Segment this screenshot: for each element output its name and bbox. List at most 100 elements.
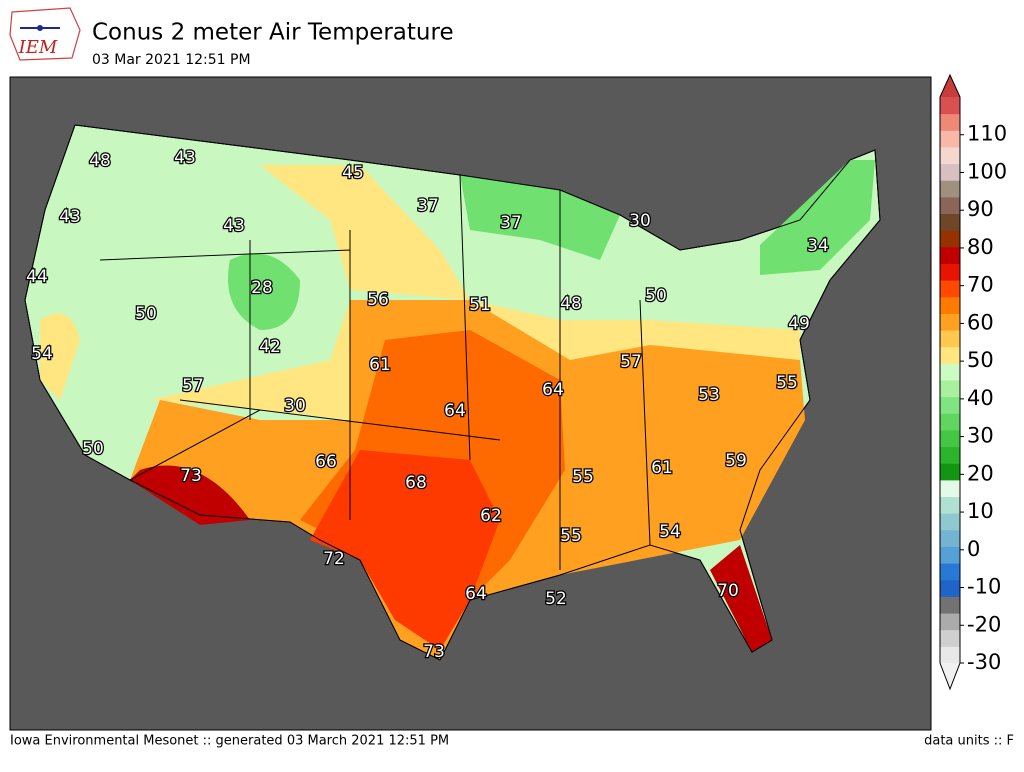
colorbar-tick-label: 80: [967, 235, 994, 259]
colorbar-tick-label: 60: [967, 310, 994, 334]
colorbar-band: [940, 97, 960, 115]
title: Conus 2 meter Air Temperature: [92, 20, 454, 46]
coast: [24, 124, 881, 661]
hottest-area: [130, 465, 772, 652]
station-value: 70: [717, 581, 739, 601]
station-value: 51: [469, 295, 491, 315]
station-value: 66: [315, 452, 337, 472]
colorbar-band: [940, 596, 960, 614]
colorbar-tick-label: -30: [967, 650, 1001, 674]
footer-right: data units :: F: [924, 734, 1014, 749]
station-value: 61: [369, 355, 391, 375]
colorbar-band: [940, 346, 960, 364]
colorbar-band: [940, 130, 960, 148]
station-value: 42: [259, 337, 281, 357]
colorbar-band: [940, 646, 960, 664]
station-value: 53: [698, 385, 720, 405]
colorbar-bottom: [940, 663, 960, 689]
colorbar-tick-label: 30: [967, 424, 994, 448]
station-value: 44: [26, 267, 48, 287]
station-labels: 48 43 45 37 37 30 43 43 34 44 28 56 51 48 50 50 49 54 42 61…: [25, 147, 830, 664]
hotter-area: [310, 450, 500, 650]
colorbar-band: [940, 479, 960, 498]
colorbar-band: [940, 463, 960, 481]
station-value: 43: [59, 207, 81, 227]
station-value: 43: [223, 216, 245, 236]
station-value: 43: [174, 148, 196, 168]
colorbar-tick-label: 100: [967, 159, 1007, 183]
station-value: 64: [542, 380, 564, 400]
colorbar-tick-label: -10: [967, 575, 1001, 599]
colorbar-band: [940, 213, 960, 231]
station-value: 64: [444, 401, 466, 421]
colorbar-tick-label: 0: [967, 537, 980, 561]
subtitle: 03 Mar 2021 12:51 PM: [92, 52, 251, 68]
colorbar: -30 -20 -10 0 10 20 30 40 50 60 70 80 90 100 110: [939, 73, 1007, 691]
colorbar-band: [940, 429, 960, 448]
colorbar-band: [940, 280, 960, 298]
station-value: 68: [405, 473, 427, 493]
map: [9, 76, 932, 731]
station-value: 52: [545, 589, 567, 609]
colorbar-band: [940, 113, 960, 131]
station-value: 50: [82, 439, 104, 459]
colorbar-tick-label: 110: [967, 122, 1007, 146]
station-value: 61: [651, 458, 673, 478]
station-value: 64: [465, 584, 487, 604]
station-value: 59: [725, 451, 747, 471]
colorbar-band: [940, 579, 960, 597]
station-value: 55: [572, 467, 594, 487]
colorbar-band: [940, 363, 960, 381]
footer-left: Iowa Environmental Mesonet :: generated …: [10, 734, 449, 749]
colorbar-band: [940, 563, 960, 581]
colorbar-band: [940, 246, 960, 264]
colorbar-band: [940, 380, 960, 398]
state-lines: [99, 174, 651, 570]
station-value: 30: [284, 396, 306, 416]
colorbar-band: [940, 513, 960, 531]
station-value: 34: [807, 236, 829, 256]
cool-area: [228, 160, 875, 330]
colorbar-band: [940, 629, 960, 647]
colorbar-band: [940, 146, 960, 165]
logo-text: IEM: [18, 37, 58, 58]
colorbar-band: [940, 163, 960, 181]
station-value: 30: [629, 211, 651, 231]
colorbar-band: [940, 330, 960, 348]
station-value: 73: [180, 466, 202, 486]
station-value: 48: [560, 294, 582, 314]
colorbar-band: [940, 413, 960, 431]
colorbar-band: [940, 496, 960, 514]
colorbar-band: [940, 546, 960, 564]
station-value: 57: [182, 376, 204, 396]
station-value: 37: [417, 196, 439, 216]
colorbar-band: [940, 230, 960, 248]
station-value: 56: [367, 290, 389, 310]
colorbar-band: [940, 446, 960, 464]
colorbar-band: [940, 613, 960, 631]
colorbar-tick-label: 10: [967, 499, 994, 523]
colorbar-band: [940, 313, 960, 331]
colorbar-band: [940, 529, 960, 547]
colorbar-tick-label: 50: [967, 348, 994, 372]
station-value: 50: [135, 304, 157, 324]
colorbar-band: [940, 180, 960, 198]
station-value: 54: [31, 344, 53, 364]
station-value: 57: [620, 352, 642, 372]
colorbar-tick-label: 70: [967, 273, 994, 297]
colorbar-band: [940, 396, 960, 414]
station-value: 62: [480, 506, 502, 526]
station-value: 55: [776, 373, 798, 393]
station-value: 49: [788, 314, 810, 334]
colorbar-top: [940, 75, 960, 97]
station-value: 48: [89, 151, 111, 171]
station-value: 45: [342, 163, 364, 183]
station-value: 50: [645, 286, 667, 306]
station-value: 54: [659, 522, 681, 542]
colorbar-tick-label: -20: [967, 612, 1001, 636]
station-value: 37: [500, 213, 522, 233]
colorbar-band: [940, 263, 960, 281]
colorbar-tick-label: 20: [967, 461, 994, 485]
colorbar-band: [940, 296, 960, 314]
